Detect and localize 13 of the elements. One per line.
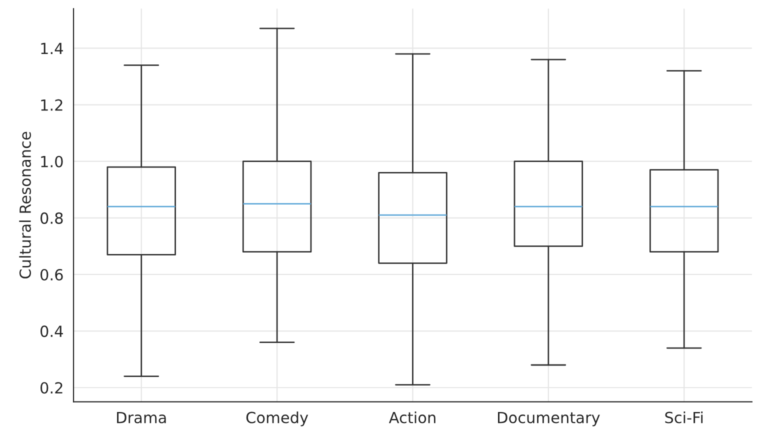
x-tick-label: Action — [388, 411, 436, 424]
y-tick-label: 1.4 — [41, 42, 63, 54]
y-tick-label: 0.2 — [40, 382, 62, 394]
x-tick-label: Sci-Fi — [665, 411, 703, 424]
y-tick-label: 0.6 — [40, 268, 63, 281]
y-tick-label: 0.4 — [40, 326, 63, 338]
y-tick-label: 1.2 — [41, 99, 62, 111]
x-tick-label: Documentary — [498, 412, 600, 426]
y-axis-title: Cultural Resonance — [19, 132, 31, 278]
x-tick-label: Drama — [117, 412, 166, 424]
x-tick-label: Comedy — [246, 411, 308, 426]
y-tick-label: 0.8 — [40, 212, 63, 224]
y-tick-label: 1.0 — [41, 156, 63, 168]
